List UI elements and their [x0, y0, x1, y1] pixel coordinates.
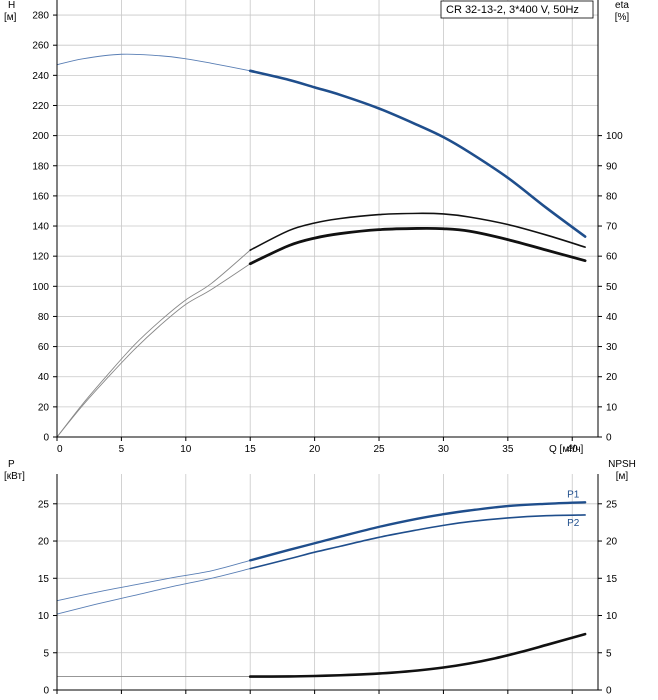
x-tick-label: 40 [567, 444, 579, 455]
y-tick-label-right: 20 [606, 537, 618, 548]
head-efficiency-curves [56, 53, 587, 438]
y-tick-label-right: 25 [606, 499, 618, 510]
y-tick-label-right: 15 [606, 574, 618, 585]
y-tick-label-right: 80 [606, 191, 618, 202]
power-left-axis-title: P [8, 459, 15, 470]
y-tick-label-left: 15 [38, 574, 50, 585]
y-tick-label-left: 10 [38, 611, 50, 622]
y-tick-label-right: 90 [606, 161, 618, 172]
y-tick-label-right: 40 [606, 312, 618, 323]
p1-line [249, 501, 587, 562]
y-tick-label-right: 50 [606, 282, 618, 293]
y-tick-label-left: 240 [32, 71, 49, 82]
x-tick-label: 30 [438, 444, 450, 455]
y-tick-label-right: 0 [606, 686, 612, 697]
p1-label: P1 [567, 489, 580, 500]
x-tick-label: 20 [309, 444, 321, 455]
y-tick-label-left: 0 [43, 433, 49, 444]
y-tick-label-left: 0 [43, 686, 49, 697]
p1-line-extrapolated [56, 559, 251, 602]
power-npsh-plot: P1 P2 0 5 10 15 20 25 0 5 10 15 20 25 P[кВт] NPSH[м] [4, 459, 636, 697]
y-tick-label-right: 20 [606, 372, 618, 383]
head-series-0-line [248, 69, 587, 238]
p2-label: P2 [567, 518, 580, 529]
head-series-1-line [249, 212, 586, 251]
y-tick-label-right: 10 [606, 611, 618, 622]
power-axes: 0 5 10 15 20 25 0 5 10 15 20 25 P[кВт] NPSH[м] [4, 459, 636, 697]
y-tick-label-right: 60 [606, 252, 618, 263]
power-series-2-line [248, 632, 587, 678]
x-axis-title: Q [м³/ч] [549, 444, 584, 455]
y-tick-label-left: 160 [32, 191, 49, 202]
pump-model-label: CR 32-13-2, 3*400 V, 50Hz [446, 4, 579, 16]
y-tick-label-left: 80 [38, 312, 50, 323]
pump-legend-box: CR 32-13-2, 3*400 V, 50Hz [440, 0, 594, 19]
power-right-axis-title: NPSH [608, 459, 636, 470]
y-tick-label-left: 120 [32, 252, 49, 263]
y-tick-label-right: 70 [606, 222, 618, 233]
head-series-0-line-extrapolated [56, 53, 251, 72]
y-tick-label-left: 60 [38, 342, 50, 353]
x-tick-label: 5 [119, 444, 125, 455]
head-series-2-line [248, 226, 587, 266]
p2-line [249, 514, 586, 570]
p2-line-extrapolated [56, 568, 251, 615]
head-right-axis-title: eta [615, 0, 629, 11]
x-tick-label: 25 [373, 444, 385, 455]
power-left-axis-unit: [кВт] [4, 471, 25, 482]
y-tick-label-left: 25 [38, 499, 50, 510]
head-series-2-line-extrapolated [56, 263, 251, 438]
y-tick-label-left: 220 [32, 101, 49, 112]
head-left-axis-title: H [8, 0, 15, 11]
head-axes: 0204060801001201401601802002202402602800… [4, 0, 629, 455]
y-tick-label-right: 5 [606, 648, 612, 659]
power-right-axis-unit: [м] [616, 471, 629, 482]
y-tick-label-right: 30 [606, 342, 618, 353]
head-grid [57, 0, 598, 437]
y-tick-label-left: 200 [32, 131, 49, 142]
y-tick-label-left: 40 [38, 372, 50, 383]
power-npsh-curves: P1 P2 [56, 489, 587, 678]
head-left-axis-unit: [м] [4, 12, 17, 23]
legend-frame [440, 0, 594, 19]
x-tick-label: 35 [502, 444, 514, 455]
y-tick-label-left: 20 [38, 537, 50, 548]
head-series-1-line-extrapolated [56, 249, 251, 438]
head-right-axis-unit: [%] [615, 12, 630, 23]
head-efficiency-plot: 0204060801001201401601802002202402602800… [4, 0, 629, 455]
y-tick-label-right: 100 [606, 131, 623, 142]
y-tick-label-left: 20 [38, 402, 50, 413]
y-tick-label-right: 10 [606, 402, 618, 413]
y-tick-label-left: 180 [32, 161, 49, 172]
y-tick-label-right: 0 [606, 433, 612, 444]
x-tick-label: 10 [180, 444, 192, 455]
y-tick-label-left: 280 [32, 11, 49, 22]
x-tick-label: 0 [57, 444, 63, 455]
y-tick-label-left: 100 [32, 282, 49, 293]
y-tick-label-left: 140 [32, 222, 49, 233]
y-tick-label-left: 260 [32, 41, 49, 52]
y-tick-label-left: 5 [43, 648, 49, 659]
x-tick-label: 15 [245, 444, 257, 455]
power-grid [57, 474, 598, 690]
